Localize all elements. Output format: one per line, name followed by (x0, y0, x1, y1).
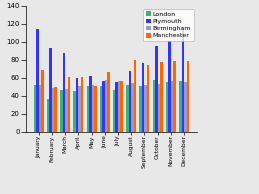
Bar (60, 90, 63, 132)
Bar (134, 60, 136, 132)
Bar (126, 85, 129, 132)
Bar (131, 83, 134, 132)
Bar (182, 27, 184, 132)
Bar (94, 86, 97, 132)
Bar (47, 100, 49, 132)
Bar (39, 85, 41, 132)
Bar (76, 78, 78, 132)
Bar (52, 88, 54, 132)
Bar (100, 86, 102, 132)
Bar (102, 81, 105, 132)
Bar (105, 80, 107, 132)
Bar (41, 70, 44, 132)
Bar (73, 91, 76, 132)
Bar (118, 81, 120, 132)
Bar (54, 87, 57, 132)
Bar (129, 71, 131, 132)
Bar (184, 82, 186, 132)
Bar (145, 85, 147, 132)
Bar (168, 41, 171, 132)
Bar (160, 62, 163, 132)
Bar (186, 61, 189, 132)
Bar (49, 48, 52, 132)
Bar (91, 85, 94, 132)
Bar (166, 82, 168, 132)
Bar (78, 86, 81, 132)
Legend: London, Plymouth, Birmingham, Manchester: London, Plymouth, Birmingham, Manchester (143, 9, 194, 41)
Bar (89, 76, 91, 132)
Bar (173, 61, 176, 132)
Bar (139, 86, 142, 132)
Bar (142, 63, 145, 132)
Bar (87, 86, 89, 132)
Bar (120, 81, 123, 132)
Bar (36, 29, 39, 132)
Bar (68, 77, 70, 132)
Bar (113, 90, 116, 132)
Bar (155, 46, 158, 132)
Bar (158, 84, 160, 132)
Bar (65, 89, 68, 132)
Bar (116, 82, 118, 132)
Bar (107, 72, 110, 132)
Bar (63, 53, 65, 132)
Bar (34, 85, 36, 132)
Bar (81, 77, 83, 132)
Bar (179, 81, 182, 132)
Bar (171, 81, 173, 132)
Bar (153, 80, 155, 132)
Bar (147, 65, 149, 132)
